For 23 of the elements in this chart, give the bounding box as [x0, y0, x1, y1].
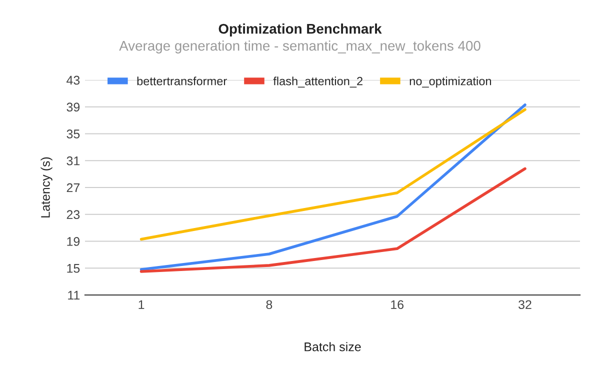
- chart-title: Optimization Benchmark: [218, 24, 382, 36]
- legend-label: flash_attention_2: [273, 76, 362, 88]
- y-tick-label: 19: [67, 237, 80, 246]
- x-tick-label: 1: [138, 300, 144, 309]
- x-tick-label: 16: [391, 300, 404, 310]
- legend-label: bettertransformer: [137, 76, 227, 86]
- y-tick-label: 27: [66, 183, 80, 192]
- y-tick-label: 11: [68, 290, 80, 300]
- y-tick-label: 35: [66, 130, 80, 138]
- y-tick-label: 23: [66, 210, 80, 220]
- y-tick-label: 43: [66, 76, 80, 85]
- line-series: [140, 103, 526, 271]
- y-tick-label: 15: [67, 264, 80, 273]
- line-series: [140, 108, 526, 241]
- x-tick-label: 8: [266, 300, 272, 310]
- legend-label: no_optimization: [410, 76, 492, 88]
- y-axis-title: Latency (s): [40, 157, 52, 218]
- x-tick-label: 32: [518, 300, 532, 310]
- x-axis-title: Batch size: [304, 342, 361, 352]
- y-tick-label: 39: [66, 102, 80, 112]
- chart-subtitle: Average generation time - semantic_max_new_tokens 400: [119, 40, 480, 54]
- line-series: [140, 167, 526, 273]
- y-tick-label: 31: [66, 156, 80, 166]
